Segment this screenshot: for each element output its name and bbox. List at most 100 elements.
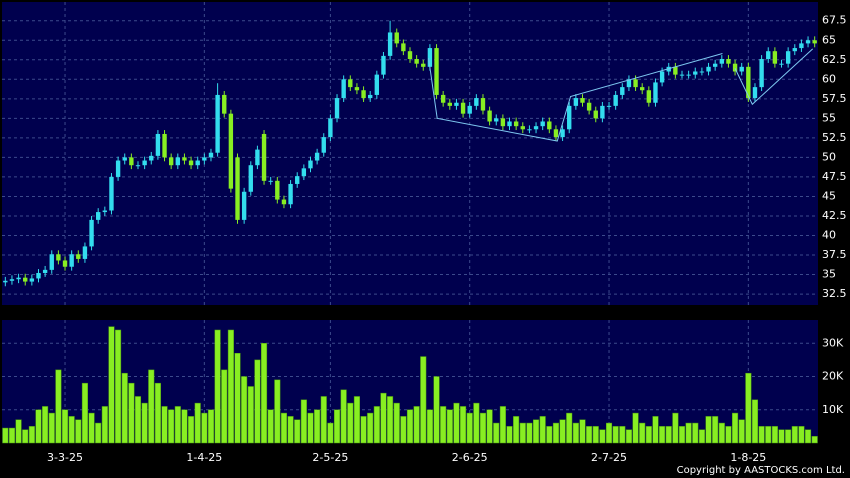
candle-body [149, 155, 154, 161]
candle-body [248, 165, 253, 192]
candle-body [421, 63, 426, 67]
candle-body [580, 98, 585, 103]
candle-body [633, 79, 638, 88]
candle-body [321, 137, 326, 153]
volume-bar [393, 402, 400, 444]
volume-bar [486, 409, 493, 444]
candle-body [527, 129, 532, 131]
volume-bar [446, 409, 453, 444]
candle-body [653, 82, 658, 103]
candle-body [427, 48, 433, 67]
candle-body [500, 118, 506, 127]
candle-body [686, 74, 691, 76]
volume-bar [207, 409, 215, 444]
y-tick-label: 30K [822, 336, 844, 349]
candle-body [626, 79, 632, 88]
volume-bar [267, 409, 274, 444]
volume-bar [466, 412, 473, 444]
volume-bar [188, 416, 195, 444]
candle-body [679, 74, 685, 76]
volume-bar [254, 359, 261, 444]
y-tick-label: 35 [822, 268, 836, 281]
candle-body [135, 165, 141, 167]
candle-body [82, 246, 88, 259]
volume-bar [68, 416, 75, 444]
candle-body [719, 59, 724, 64]
volume-bar [115, 329, 122, 444]
candle-body [540, 121, 545, 127]
volume-bar [141, 402, 148, 444]
candle-body [593, 110, 598, 119]
y-tick-label: 40 [822, 228, 836, 241]
candle-body [480, 98, 486, 111]
candle-body [673, 66, 678, 75]
candle-body [228, 113, 234, 189]
volume-bar [234, 352, 241, 444]
y-tick-label: 55 [822, 111, 836, 124]
candle-body [314, 152, 320, 161]
volume-bar [128, 382, 135, 444]
candle-body [586, 102, 592, 111]
y-tick-label: 45 [822, 189, 836, 202]
volume-bar [261, 343, 268, 444]
volume-bar [154, 382, 161, 444]
y-tick-label: 42.5 [822, 209, 847, 222]
x-tick-label: 2-6-25 [452, 451, 488, 464]
volume-bar [692, 422, 699, 444]
candle-body [96, 212, 101, 220]
y-tick-label: 37.5 [822, 248, 847, 261]
volume-bar [659, 426, 666, 444]
volume-bar [625, 429, 632, 444]
volume-bar [28, 426, 35, 444]
candle-body [361, 90, 366, 99]
x-tick-label: 2-5-25 [312, 451, 348, 464]
candle-body [785, 51, 791, 64]
volume-bar [48, 412, 55, 444]
volume-bar [8, 427, 15, 444]
volume-bar [513, 416, 520, 444]
candle-body [142, 160, 147, 166]
candle-body [348, 79, 353, 88]
candle-body [726, 59, 731, 64]
volume-bar [400, 416, 407, 444]
volume-bar [340, 389, 347, 444]
candle-body [620, 87, 625, 95]
volume-bar [798, 426, 805, 444]
volume-bar [373, 406, 380, 444]
volume-bar [75, 419, 82, 444]
volume-bar [55, 369, 62, 444]
candle-body [62, 260, 68, 267]
candle-body [573, 98, 579, 106]
volume-bar [22, 429, 29, 444]
volume-bar [473, 402, 480, 444]
candle-body [89, 219, 94, 247]
candle-body [460, 102, 466, 114]
volume-bar [168, 409, 175, 444]
candle-body [155, 133, 161, 156]
volume-bar [506, 426, 513, 444]
y-tick-label: 10K [822, 403, 844, 416]
candle-body [301, 168, 307, 177]
volume-bar [440, 406, 447, 444]
candle-body [215, 94, 220, 153]
y-tick-label: 20K [822, 370, 844, 383]
candle-body [288, 183, 293, 205]
candle-body [792, 48, 797, 52]
candle-body [613, 94, 618, 106]
volume-bar [685, 422, 692, 444]
candle-body [36, 272, 41, 279]
volume-bar [413, 406, 420, 444]
candle-body [567, 105, 572, 130]
candle-body [487, 110, 492, 122]
candle-body [640, 87, 645, 91]
volume-bar [101, 406, 108, 444]
candle-body [3, 280, 8, 283]
y-tick-label: 50 [822, 150, 836, 163]
candle-body [368, 94, 373, 99]
candle-body [122, 157, 127, 161]
volume-bar [665, 426, 672, 444]
y-tick-label: 60 [822, 72, 836, 85]
candle-body [115, 160, 121, 177]
candle-body [268, 180, 273, 182]
volume-bar [632, 412, 639, 444]
